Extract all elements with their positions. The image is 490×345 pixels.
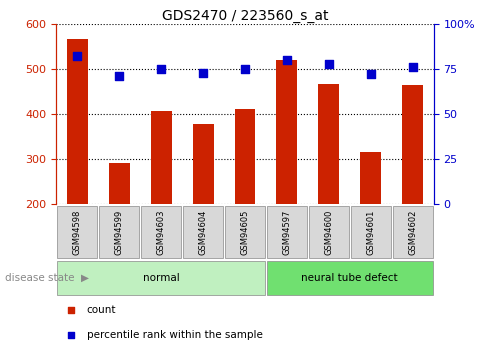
Text: GSM94605: GSM94605	[241, 209, 249, 255]
Bar	[99, 206, 139, 258]
Text: GSM94599: GSM94599	[115, 209, 124, 255]
Bar	[235, 109, 255, 204]
Bar	[309, 206, 349, 258]
Bar	[57, 206, 98, 258]
Bar	[267, 261, 433, 295]
Text: GSM94601: GSM94601	[366, 209, 375, 255]
Bar	[318, 84, 339, 204]
Point	[283, 57, 291, 63]
Text: GSM94597: GSM94597	[282, 209, 292, 255]
Point	[74, 54, 81, 59]
Point	[241, 66, 249, 72]
Title: GDS2470 / 223560_s_at: GDS2470 / 223560_s_at	[162, 9, 328, 23]
Bar	[193, 124, 214, 204]
Text: GSM94598: GSM94598	[73, 209, 82, 255]
Text: GSM94600: GSM94600	[324, 209, 333, 255]
Text: count: count	[87, 305, 116, 315]
Point	[157, 66, 165, 72]
Text: GSM94602: GSM94602	[408, 209, 417, 255]
Bar	[141, 206, 181, 258]
Bar	[183, 206, 223, 258]
Text: percentile rank within the sample: percentile rank within the sample	[87, 330, 263, 340]
Bar	[57, 261, 265, 295]
Bar	[109, 163, 130, 204]
Text: neural tube defect: neural tube defect	[301, 273, 398, 283]
Point	[325, 61, 333, 66]
Bar	[225, 206, 265, 258]
Point	[409, 65, 416, 70]
Point	[68, 332, 75, 338]
Point	[367, 72, 375, 77]
Bar	[402, 85, 423, 204]
Text: GSM94603: GSM94603	[157, 209, 166, 255]
Text: normal: normal	[143, 273, 179, 283]
Bar	[351, 206, 391, 258]
Text: GSM94604: GSM94604	[198, 209, 208, 255]
Point	[68, 307, 75, 313]
Bar	[392, 206, 433, 258]
Point	[115, 73, 123, 79]
Bar	[276, 60, 297, 204]
Bar	[67, 39, 88, 204]
Bar	[267, 206, 307, 258]
Text: disease state  ▶: disease state ▶	[5, 273, 89, 283]
Bar	[151, 111, 171, 204]
Point	[199, 70, 207, 75]
Bar	[360, 151, 381, 204]
